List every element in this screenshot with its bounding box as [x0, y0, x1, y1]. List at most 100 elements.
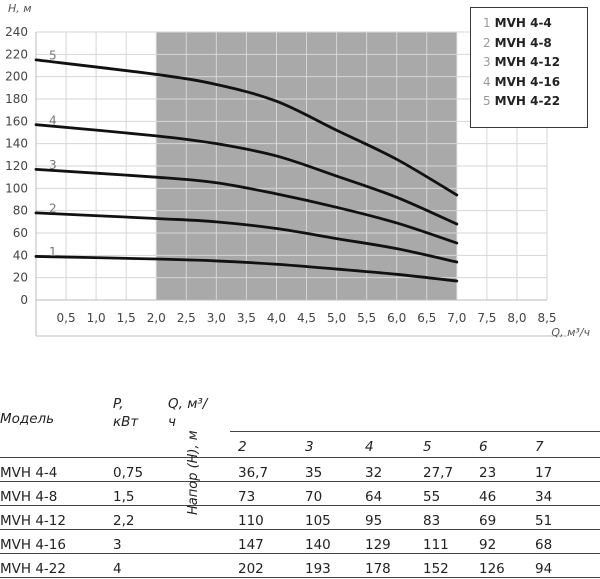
series-line — [34, 211, 459, 264]
x-tick-label: 8,5 — [537, 311, 556, 325]
header-flow-text: Q, м³/ч — [168, 396, 208, 430]
head-cell: 17 — [535, 457, 600, 482]
legend-item: 3 MVH 4-12 — [483, 53, 587, 73]
power-cell: 3 — [113, 529, 168, 554]
y-tick-label: 140 — [5, 137, 28, 151]
power-cell: 2,2 — [113, 505, 168, 530]
head-cell: 110 — [230, 505, 305, 530]
head-cell: 140 — [305, 529, 365, 554]
head-cell: 68 — [535, 529, 600, 554]
model-cell: MVH 4-8 — [0, 481, 113, 506]
x-tick-label: 2,5 — [177, 311, 196, 325]
y-tick-label: 180 — [5, 92, 28, 106]
y-tick-label: 240 — [5, 25, 28, 39]
series-line — [34, 255, 459, 283]
x-tick-label: 6,0 — [387, 311, 406, 325]
x-tick-label: 0,5 — [57, 311, 76, 325]
x-tick-label: 7,5 — [477, 311, 496, 325]
legend-label: MVH 4-22 — [494, 94, 561, 108]
legend-label: MVH 4-16 — [494, 74, 561, 89]
series-line — [34, 167, 459, 245]
head-cell: 111 — [423, 529, 479, 554]
x-tick-label: 3,5 — [237, 311, 256, 325]
legend-item: 4 MVH 4-16 — [483, 73, 587, 93]
flow-value: 6 — [479, 431, 535, 458]
head-cell: 23 — [479, 457, 535, 482]
head-cell: 73 — [230, 481, 305, 506]
head-cell: 92 — [479, 529, 535, 554]
flow-value: 2 — [230, 431, 305, 458]
legend-item: 2 MVH 4-8 — [483, 34, 587, 54]
power-cell: 1,5 — [113, 481, 168, 506]
head-cell: 193 — [305, 553, 365, 578]
head-cell: 178 — [365, 553, 423, 578]
y-tick-label: 0 — [20, 293, 28, 307]
y-tick-label: 20 — [13, 271, 28, 285]
head-cell: 83 — [423, 505, 479, 530]
model-cell: MVH 4-22 — [0, 553, 113, 578]
series-line — [34, 123, 459, 226]
table-row: MVH 4-12 2,2 110 105 95 83 69 51 — [0, 505, 600, 530]
header-power-text: P, кВт — [113, 396, 139, 430]
series-label: 5 — [49, 49, 57, 63]
x-tick-label: 6,5 — [417, 311, 436, 325]
y-tick-label: 160 — [5, 114, 28, 128]
x-tick-label: 1,0 — [87, 311, 106, 325]
legend-number: 5 — [483, 94, 491, 108]
legend-item: 1 MVH 4-4 — [483, 14, 587, 34]
x-tick-label: 4,0 — [267, 311, 286, 325]
flow-values-row: 2 3 4 5 6 7 — [0, 431, 600, 458]
table-header-row: Модель P, кВт Q, м³/ч — [0, 393, 600, 432]
y-tick-label: 100 — [5, 181, 28, 195]
x-tick-label: 3,0 — [207, 311, 226, 325]
power-cell: 0,75 — [113, 457, 168, 482]
x-tick-label: 4,5 — [297, 311, 316, 325]
head-cell: 51 — [535, 505, 600, 530]
x-tick-label: 2,0 — [147, 311, 166, 325]
flow-value: 3 — [305, 431, 365, 458]
x-tick-label: 5,0 — [327, 311, 346, 325]
y-tick-label: 80 — [13, 204, 28, 218]
head-axis-label: Напор (H), м — [186, 430, 201, 515]
series-label: 1 — [49, 245, 57, 259]
head-cell: 34 — [535, 481, 600, 506]
head-cell: 46 — [479, 481, 535, 506]
head-cell: 95 — [365, 505, 423, 530]
y-tick-label: 60 — [13, 226, 28, 240]
head-cell: 32 — [365, 457, 423, 482]
pump-curve-chart: 0 20 40 60 80 100 120 140 160 180 200 220 240 0,5 1,0 1… — [5, 2, 590, 339]
head-cell: 152 — [423, 553, 479, 578]
model-cell: MVH 4-4 — [0, 457, 113, 482]
power-cell: 4 — [113, 553, 168, 578]
head-cell: 94 — [535, 553, 600, 578]
head-cell: 105 — [305, 505, 365, 530]
legend-label: MVH 4-8 — [494, 35, 552, 50]
head-cell: 64 — [365, 481, 423, 506]
y-tick-label: 200 — [5, 70, 28, 84]
flow-value: 7 — [535, 431, 600, 458]
header-spacer — [230, 393, 600, 432]
x-tick-label: 5,5 — [357, 311, 376, 325]
series-label: 2 — [49, 202, 57, 216]
header-model: Модель — [0, 411, 55, 427]
head-cell: 27,7 — [423, 457, 479, 482]
series-label: 4 — [49, 113, 57, 127]
legend-number: 4 — [483, 74, 491, 89]
x-axis-title: Q, м³/ч — [551, 326, 590, 339]
y-tick-label: 220 — [5, 47, 28, 61]
header-flow: Q, м³/ч — [168, 393, 230, 431]
head-cell: 202 — [230, 553, 305, 578]
legend-label: MVH 4-12 — [494, 55, 561, 69]
table-row: MVH 4-16 3 147 140 129 111 92 68 — [0, 529, 600, 554]
flow-value: 4 — [365, 431, 423, 458]
head-cell: 147 — [230, 529, 305, 554]
legend-number: 3 — [483, 55, 491, 69]
table-row: MVH 4-22 4 202 193 178 152 126 94 — [0, 553, 600, 578]
legend-label: MVH 4-4 — [494, 16, 552, 30]
head-cell: 36,7 — [230, 457, 305, 482]
legend-number: 2 — [483, 35, 491, 50]
x-tick-label: 7,0 — [447, 311, 466, 325]
y-axis-title: H, м — [8, 2, 32, 15]
header-power: P, кВт — [113, 393, 168, 431]
